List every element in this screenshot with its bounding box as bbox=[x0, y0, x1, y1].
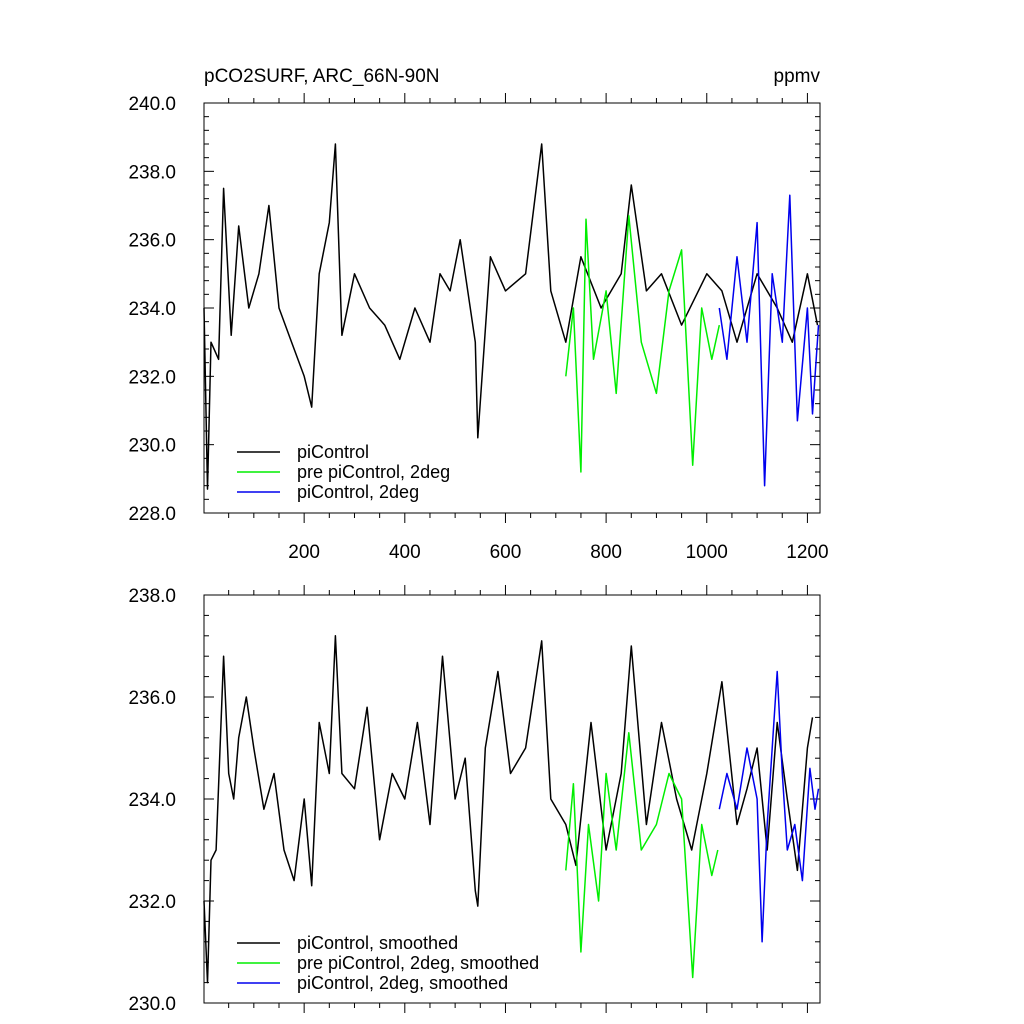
series-line-2 bbox=[718, 194, 820, 487]
series-line-1 bbox=[565, 731, 719, 979]
legend-label-2: piControl, 2deg, smoothed bbox=[297, 973, 508, 993]
y-tick-label: 232.0 bbox=[128, 892, 176, 913]
x-tick-label: 600 bbox=[490, 542, 522, 563]
series-line-1 bbox=[565, 215, 721, 473]
series-line-0 bbox=[203, 635, 814, 984]
legend-label-1: pre piControl, 2deg bbox=[297, 462, 450, 482]
x-tick-label: 200 bbox=[288, 542, 320, 563]
legend-label-1: pre piControl, 2deg, smoothed bbox=[297, 953, 539, 973]
legend-label-2: piControl, 2deg bbox=[297, 482, 419, 502]
series-line-0 bbox=[203, 143, 819, 490]
y-tick-label: 234.0 bbox=[128, 790, 176, 811]
y-tick-label: 236.0 bbox=[128, 231, 176, 252]
y-tick-label: 236.0 bbox=[128, 688, 176, 709]
series-line-2 bbox=[718, 670, 820, 943]
y-tick-label: 238.0 bbox=[128, 586, 176, 607]
y-tick-label: 240.0 bbox=[128, 94, 176, 115]
x-tick-label: 1200 bbox=[786, 542, 828, 563]
y-tick-label: 230.0 bbox=[128, 436, 176, 457]
chart-units-label: ppmv bbox=[774, 66, 821, 87]
y-tick-label: 234.0 bbox=[128, 299, 176, 320]
legend-label-0: piControl bbox=[297, 442, 369, 462]
bottom-panel: 238.0 236.0 234.0 232.0 230.0 piControl, smoo… bbox=[128, 585, 821, 1015]
x-tick-label: 400 bbox=[389, 542, 421, 563]
y-tick-label: 228.0 bbox=[128, 504, 176, 525]
x-tick-label: 800 bbox=[590, 542, 622, 563]
y-tick-label: 238.0 bbox=[128, 162, 176, 183]
y-tick-label: 232.0 bbox=[128, 367, 176, 388]
x-tick-label: 1000 bbox=[686, 542, 728, 563]
legend-label-0: piControl, smoothed bbox=[297, 933, 458, 953]
chart-title-left: pCO2SURF, ARC_66N-90N bbox=[204, 66, 439, 87]
y-tick-label: 230.0 bbox=[128, 994, 176, 1015]
top-panel: 240.0 238.0 236.0 234.0 232.0 230.0 228.0 200 40… bbox=[128, 93, 829, 563]
